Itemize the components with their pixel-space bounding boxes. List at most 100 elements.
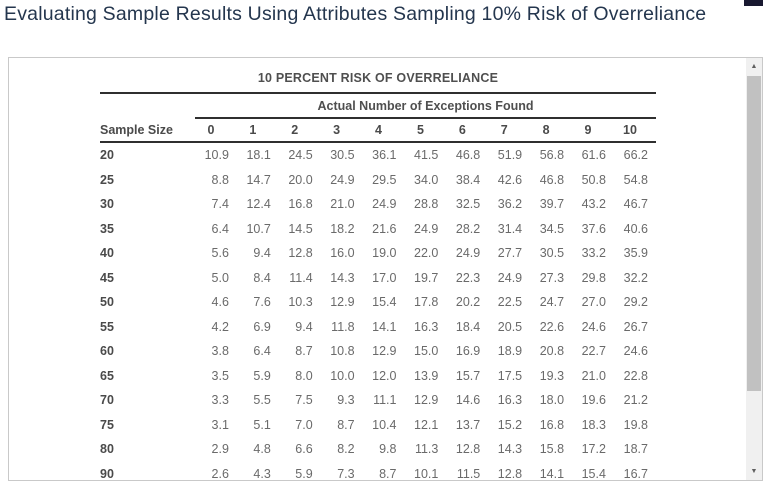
column-header: 9 (572, 118, 614, 142)
value-cell: 21.2 (614, 388, 656, 413)
value-cell: 13.9 (404, 364, 446, 389)
value-cell: 66.2 (614, 142, 656, 168)
sample-size-cell: 25 (100, 168, 195, 193)
value-cell: 34.0 (404, 168, 446, 193)
column-header: 10 (614, 118, 656, 142)
value-cell: 17.5 (488, 364, 530, 389)
value-cell: 12.8 (488, 462, 530, 486)
value-cell: 61.6 (572, 142, 614, 168)
value-cell: 28.2 (446, 217, 488, 242)
value-cell: 29.2 (614, 290, 656, 315)
value-cell: 22.6 (530, 315, 572, 340)
value-cell: 16.8 (279, 192, 321, 217)
sample-size-cell: 45 (100, 266, 195, 291)
value-cell: 9.8 (363, 437, 405, 462)
value-cell: 22.0 (404, 241, 446, 266)
value-cell: 35.9 (614, 241, 656, 266)
value-cell: 6.6 (279, 437, 321, 462)
value-cell: 14.1 (363, 315, 405, 340)
value-cell: 16.9 (446, 339, 488, 364)
sample-size-cell: 30 (100, 192, 195, 217)
table-title-row: 10 PERCENT RISK OF OVERRELIANCE (100, 71, 656, 93)
value-cell: 15.7 (446, 364, 488, 389)
value-cell: 24.9 (404, 217, 446, 242)
value-cell: 16.3 (488, 388, 530, 413)
vertical-scrollbar[interactable]: ▲ ▼ (746, 58, 762, 480)
value-cell: 15.0 (404, 339, 446, 364)
value-cell: 20.2 (446, 290, 488, 315)
table-panel: 10 PERCENT RISK OF OVERRELIANCE Actual N… (8, 57, 763, 481)
value-cell: 17.0 (363, 266, 405, 291)
value-cell: 30.5 (530, 241, 572, 266)
column-header: 5 (404, 118, 446, 142)
value-cell: 8.7 (321, 413, 363, 438)
value-cell: 11.5 (446, 462, 488, 486)
value-cell: 12.9 (363, 339, 405, 364)
column-header: 7 (488, 118, 530, 142)
value-cell: 43.2 (572, 192, 614, 217)
value-cell: 18.7 (614, 437, 656, 462)
value-cell: 14.5 (279, 217, 321, 242)
value-cell: 7.0 (279, 413, 321, 438)
value-cell: 24.9 (321, 168, 363, 193)
value-cell: 2.9 (195, 437, 237, 462)
value-cell: 16.0 (321, 241, 363, 266)
value-cell: 8.7 (279, 339, 321, 364)
value-cell: 24.6 (614, 339, 656, 364)
value-cell: 3.1 (195, 413, 237, 438)
value-cell: 27.3 (530, 266, 572, 291)
value-cell: 6.9 (237, 315, 279, 340)
window-fragment (744, 0, 763, 6)
value-cell: 32.2 (614, 266, 656, 291)
arrow-down-icon: ▼ (751, 468, 758, 475)
value-cell: 24.7 (530, 290, 572, 315)
value-cell: 12.0 (363, 364, 405, 389)
value-cell: 3.3 (195, 388, 237, 413)
value-cell: 9.4 (279, 315, 321, 340)
value-cell: 15.2 (488, 413, 530, 438)
value-cell: 21.0 (321, 192, 363, 217)
scroll-up-button[interactable]: ▲ (746, 58, 762, 75)
value-cell: 19.3 (530, 364, 572, 389)
value-cell: 8.7 (363, 462, 405, 486)
value-cell: 36.2 (488, 192, 530, 217)
value-cell: 4.2 (195, 315, 237, 340)
value-cell: 10.8 (321, 339, 363, 364)
value-cell: 41.5 (404, 142, 446, 168)
value-cell: 7.3 (321, 462, 363, 486)
value-cell: 7.5 (279, 388, 321, 413)
column-header: 8 (530, 118, 572, 142)
value-cell: 42.6 (488, 168, 530, 193)
value-cell: 27.0 (572, 290, 614, 315)
value-cell: 15.8 (530, 437, 572, 462)
value-cell: 16.8 (530, 413, 572, 438)
value-cell: 39.7 (530, 192, 572, 217)
scroll-down-button[interactable]: ▼ (746, 463, 762, 480)
value-cell: 11.4 (279, 266, 321, 291)
value-cell: 12.9 (321, 290, 363, 315)
sample-size-cell: 50 (100, 290, 195, 315)
value-cell: 36.1 (363, 142, 405, 168)
value-cell: 24.6 (572, 315, 614, 340)
value-cell: 11.8 (321, 315, 363, 340)
value-cell: 54.8 (614, 168, 656, 193)
value-cell: 24.9 (446, 241, 488, 266)
scrollbar-thumb[interactable] (747, 76, 761, 391)
value-cell: 5.9 (237, 364, 279, 389)
value-cell: 5.5 (237, 388, 279, 413)
value-cell: 10.7 (237, 217, 279, 242)
value-cell: 15.4 (572, 462, 614, 486)
value-cell: 8.8 (195, 168, 237, 193)
value-cell: 8.2 (321, 437, 363, 462)
value-cell: 29.5 (363, 168, 405, 193)
exceptions-found-header: Actual Number of Exceptions Found (195, 93, 656, 118)
